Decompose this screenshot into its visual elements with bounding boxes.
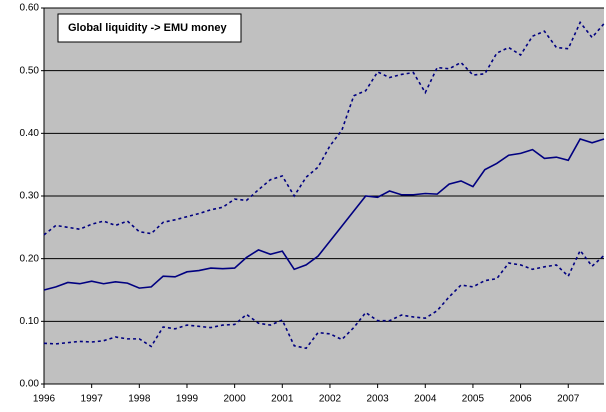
- y-tick-label: 0.60: [20, 3, 40, 14]
- x-tick-label: 2006: [509, 394, 532, 405]
- chart-title: Global liquidity -> EMU money: [68, 22, 227, 34]
- series-line: [43, 248, 605, 350]
- chart-layer: 0.00 0.10 0.20 0.30 0.40 0.50 0.60 1996 1997 1998…: [20, 3, 605, 405]
- title-box: [57, 13, 242, 43]
- x-tick-label: 1996: [33, 394, 56, 405]
- x-tick-label: 1998: [128, 394, 151, 405]
- y-tick-label: 0.00: [20, 379, 40, 390]
- x-tick-label: 2007: [557, 394, 580, 405]
- x-tick-label: 2000: [224, 394, 247, 405]
- y-tick-label: 0.30: [20, 191, 40, 202]
- x-tick-label: 2003: [366, 394, 389, 405]
- y-tick-label: 0.40: [20, 128, 40, 139]
- x-tick-label: 2005: [462, 394, 485, 405]
- series-line: [43, 20, 605, 236]
- x-tick-label: 1997: [81, 394, 104, 405]
- x-tick-label: 2001: [271, 394, 294, 405]
- y-tick-label: 0.10: [20, 316, 40, 327]
- x-tick-label: 1999: [176, 394, 199, 405]
- x-tick-label: 2002: [319, 394, 342, 405]
- x-tick-label: 2004: [414, 394, 437, 405]
- y-tick-label: 0.20: [20, 253, 40, 264]
- series-line: [43, 138, 605, 291]
- y-tick-label: 0.50: [20, 65, 40, 76]
